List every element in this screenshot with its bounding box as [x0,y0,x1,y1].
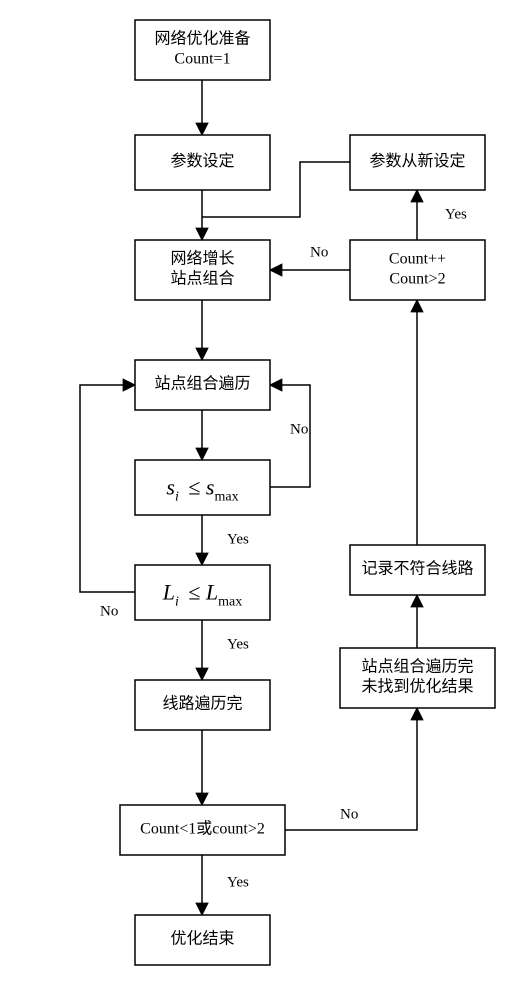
node-text-n5-0: Count++ [389,251,446,268]
node-n5: Count++ Count>2 [350,240,485,300]
node-n4: 网络增长站点组合 [135,240,270,300]
node-text-n4-0: 网络增长 [170,249,234,268]
edge-e_n8_n6_no [80,385,135,592]
edge-label-e_n8_n6_no: No [100,603,118,619]
node-text-n5-1: Count>2 [389,271,445,288]
node-text-n12-0: Count<1或count>2 [140,820,265,838]
flowchart-canvas: Yes Yes Yes No No No Yes No 网络优化准备 Count=1 参数设定 参数… [0,0,523,1000]
node-text-n6-0: 站点组合遍历 [154,375,250,393]
edge-label-e_n8_n10: Yes [227,636,249,652]
node-n1: 网络优化准备 Count=1 [135,20,270,80]
node-n8: Li ≤ Lmax [135,565,270,620]
node-text-n3-0: 参数从新设定 [369,152,465,170]
edge-label-e_n12_n11_no: No [340,806,358,822]
node-n10: 线路遍历完 [135,680,270,730]
node-n13: 优化结束 [135,915,270,965]
node-text-n10-0: 线路遍历完 [162,695,242,713]
node-n12: Count<1或count>2 [120,805,285,855]
edge-label-e_n5_n3_yes: Yes [445,206,467,222]
edge-label-e_n12_n13: Yes [227,874,249,890]
edge-label-e_n7_n6_no: No [290,421,308,437]
node-text-n11-0: 站点组合遍历完 [361,658,473,676]
node-n2: 参数设定 [135,135,270,190]
node-n9: 记录不符合线路 [350,545,485,595]
node-text-n2-0: 参数设定 [170,152,234,170]
edge-label-e_n5_n4_no: No [310,244,328,260]
node-n7: si ≤ smax [135,460,270,515]
node-text-n1-1: Count=1 [174,51,230,68]
node-text-n13-0: 优化结束 [170,930,234,948]
node-n11: 站点组合遍历完未找到优化结果 [340,648,495,708]
node-text-n11-1: 未找到优化结果 [361,678,473,696]
node-text-n1-0: 网络优化准备 [154,29,250,48]
node-text-n9-0: 记录不符合线路 [361,560,473,578]
edge-label-e_n7_n8: Yes [227,531,249,547]
node-text-n4-1: 站点组合 [170,270,234,288]
node-n3: 参数从新设定 [350,135,485,190]
node-n6: 站点组合遍历 [135,360,270,410]
